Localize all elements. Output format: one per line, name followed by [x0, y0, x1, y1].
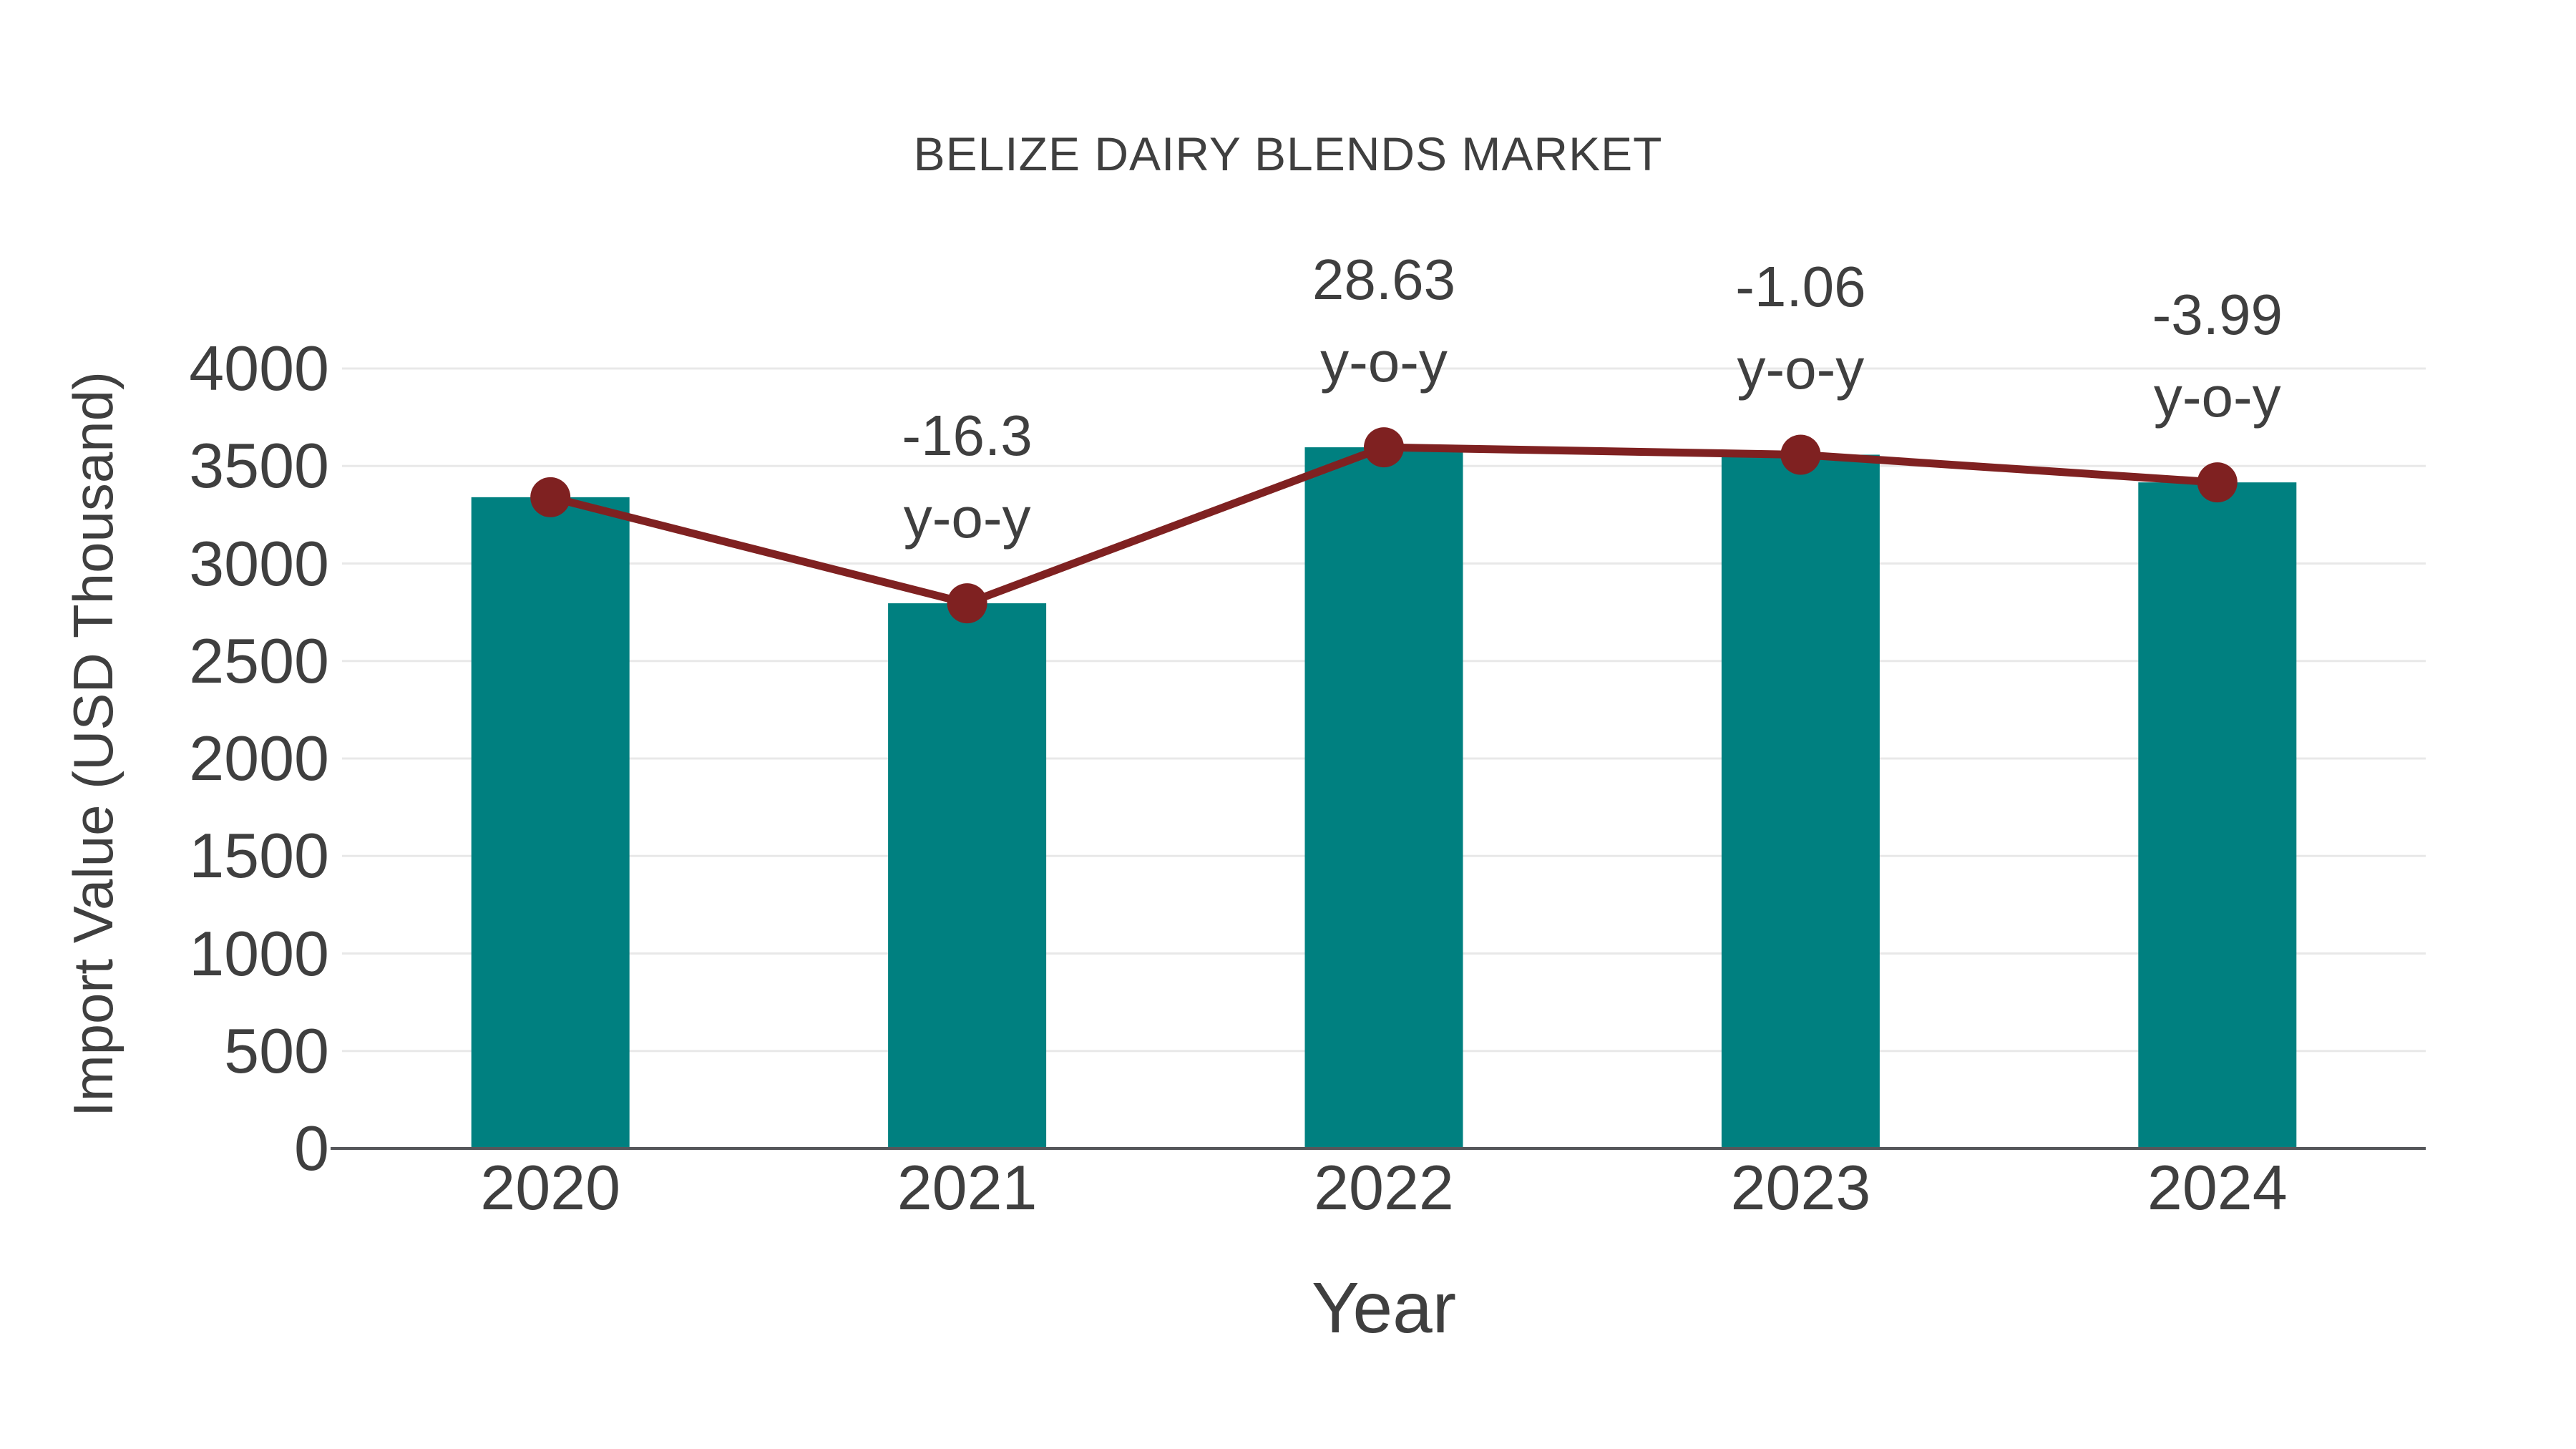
- annotation-label: y-o-y: [1737, 337, 1865, 401]
- y-tick-label-0: 0: [294, 1113, 329, 1184]
- annotation-label: y-o-y: [2153, 365, 2281, 429]
- x-tick-label-2023: 2023: [1730, 1152, 1871, 1223]
- chart-title: BELIZE DAIRY BLENDS MARKET: [913, 127, 1663, 180]
- y-tick-label-2000: 2000: [189, 723, 329, 794]
- bar-2022: [1304, 447, 1463, 1148]
- y-tick-label-3500: 3500: [189, 430, 329, 502]
- y-tick-label-4000: 4000: [189, 333, 329, 404]
- bar-2020: [471, 497, 630, 1148]
- x-tick-label-2024: 2024: [2147, 1152, 2288, 1223]
- annotation-value: 28.63: [1312, 248, 1456, 312]
- annotation-value: -3.99: [2152, 283, 2283, 347]
- x-tick-label-2020: 2020: [480, 1152, 621, 1223]
- trend-marker-2023: [1780, 434, 1821, 475]
- bar-2024: [2138, 482, 2297, 1148]
- y-tick-label-2500: 2500: [189, 625, 329, 696]
- annotation-2022: 28.63 y-o-y: [1205, 238, 1563, 403]
- annotation-value: -1.06: [1735, 255, 1866, 319]
- y-tick-label-1500: 1500: [189, 820, 329, 892]
- x-tick-label-2022: 2022: [1314, 1152, 1454, 1223]
- annotation-2024: -3.99 y-o-y: [2039, 273, 2396, 438]
- annotation-2023: -1.06 y-o-y: [1621, 245, 1979, 410]
- trend-marker-2022: [1364, 427, 1404, 468]
- y-tick-label-1000: 1000: [189, 917, 329, 989]
- annotation-value: -16.3: [902, 404, 1033, 468]
- bar-2023: [1721, 454, 1880, 1148]
- trend-marker-2020: [530, 477, 571, 517]
- x-axis-title: Year: [1311, 1268, 1457, 1348]
- x-tick-label-2021: 2021: [897, 1152, 1038, 1223]
- y-tick-label-3000: 3000: [189, 527, 329, 599]
- trend-marker-2024: [2197, 462, 2238, 503]
- annotation-2021: -16.3 y-o-y: [789, 394, 1146, 559]
- annotation-label: y-o-y: [1320, 330, 1448, 394]
- y-tick-label-500: 500: [224, 1015, 329, 1086]
- annotation-label: y-o-y: [903, 486, 1031, 550]
- bar-2021: [888, 603, 1047, 1148]
- trend-marker-2021: [947, 583, 987, 624]
